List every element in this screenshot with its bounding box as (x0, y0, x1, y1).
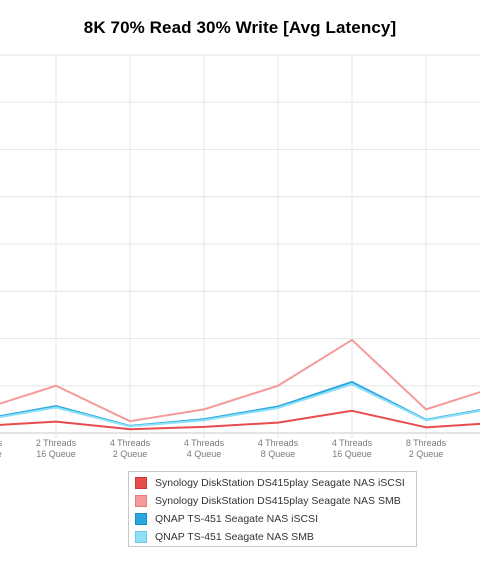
legend-label: Synology DiskStation DS415play Seagate N… (155, 477, 405, 489)
legend-label: QNAP TS-451 Seagate NAS SMB (155, 531, 314, 543)
legend-swatch (135, 477, 147, 489)
legend-item[interactable]: Synology DiskStation DS415play Seagate N… (135, 492, 416, 510)
series-lines (0, 248, 480, 431)
legend-label: QNAP TS-451 Seagate NAS iSCSI (155, 513, 319, 525)
chart-title: 8K 70% Read 30% Write [Avg Latency] (83, 18, 397, 37)
x-tick-label: 4 Threads 8 Queue (258, 438, 299, 459)
legend-swatch (135, 531, 147, 543)
series-line-1[interactable] (0, 248, 480, 423)
x-tick-label: 2 Threads 16 Queue (36, 438, 77, 459)
x-tick-label: 4 Threads 16 Queue (332, 438, 373, 459)
legend-label: Synology DiskStation DS415play Seagate N… (155, 495, 401, 507)
legend-item[interactable]: QNAP TS-451 Seagate NAS SMB (135, 528, 416, 546)
series-line-0[interactable] (0, 388, 480, 431)
x-tick-label: 4 Threads 4 Queue (184, 438, 225, 459)
legend-item[interactable]: QNAP TS-451 Seagate NAS iSCSI (135, 510, 416, 528)
x-tick-label: 8 Threads 2 Queue (406, 438, 447, 459)
legend-swatch (135, 495, 147, 507)
legend: Synology DiskStation DS415play Seagate N… (128, 471, 417, 547)
x-tick-label: 4 Threads 2 Queue (110, 438, 151, 459)
series-line-3[interactable] (0, 336, 480, 428)
grid (0, 54, 480, 438)
legend-swatch (135, 513, 147, 525)
legend-item[interactable]: Synology DiskStation DS415play Seagate N… (135, 474, 416, 492)
